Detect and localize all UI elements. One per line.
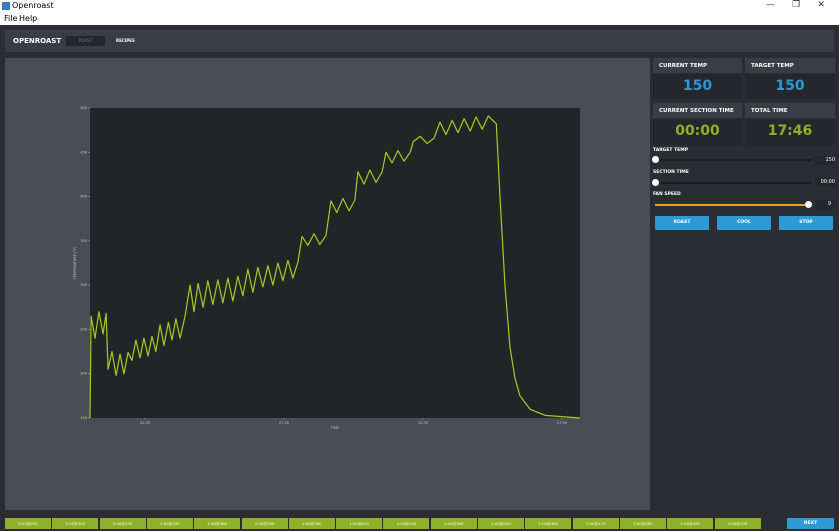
- window-title: Openroast: [12, 1, 54, 10]
- recipe-step[interactable]: 1:00@480: [619, 518, 666, 529]
- header-bar: [5, 30, 834, 52]
- slider-handle[interactable]: [652, 156, 659, 163]
- title-bar: [0, 0, 839, 25]
- window-controls[interactable]: — ❐ ✕: [766, 0, 825, 10]
- temperature-line: [89, 115, 581, 419]
- readout-value: 150: [653, 74, 742, 99]
- recipe-step[interactable]: 1:00@390: [430, 518, 477, 529]
- y-axis-label: TEMPERATURE (°F): [73, 246, 77, 281]
- slider-value: 9: [815, 200, 835, 209]
- slider-label: TARGET TEMP: [653, 148, 688, 153]
- x-tick-label: 17:30: [557, 421, 567, 425]
- recipe-step[interactable]: 1:00@490: [667, 518, 714, 529]
- readout-label: CURRENT SECTION TIME: [653, 103, 742, 118]
- readout-label: CURRENT TEMP: [653, 58, 742, 73]
- slider-value: 150: [815, 156, 835, 165]
- slider-handle[interactable]: [805, 201, 812, 208]
- recipe-step[interactable]: 1:00@470: [572, 518, 619, 529]
- y-tick-label: 350: [80, 239, 87, 243]
- y-tick-label: 450: [80, 150, 87, 154]
- recipe-steps: 0:20@250 1:00@300 1:00@330 1:00@340 1:00@380…: [0, 518, 839, 531]
- x-axis-label: TIME: [330, 426, 339, 430]
- recipe-step[interactable]: 1:00@340: [146, 518, 193, 529]
- y-tick-label: 400: [80, 195, 87, 199]
- x-tick-label: 07:30: [279, 421, 289, 425]
- menu-item[interactable]: Help: [19, 14, 38, 23]
- stop-button[interactable]: STOP: [779, 216, 833, 230]
- y-tick-label: 500: [80, 106, 87, 110]
- recipe-step[interactable]: 1:00@460: [525, 518, 572, 529]
- slider-track[interactable]: [655, 182, 812, 184]
- cool-button[interactable]: COOL: [717, 216, 771, 230]
- recipe-step[interactable]: 1:00@380: [194, 518, 241, 529]
- app-name: OPENROAST: [13, 37, 62, 45]
- recipe-step[interactable]: 1:00@380: [288, 518, 335, 529]
- slider-label: FAN SPEED: [653, 192, 681, 197]
- readout-value: 17:46: [745, 119, 835, 145]
- y-tick-label: 300: [80, 283, 87, 287]
- y-tick-label: 200: [80, 372, 87, 376]
- roast-button[interactable]: ROAST: [655, 216, 709, 230]
- tab[interactable]: RECIPES: [116, 38, 135, 43]
- slider-value: 00:00: [815, 178, 835, 187]
- slider-handle[interactable]: [652, 179, 659, 186]
- recipe-step[interactable]: 1:00@390: [241, 518, 288, 529]
- next-button[interactable]: NEXT: [787, 518, 834, 529]
- slider-label: SECTION TIME: [653, 170, 689, 175]
- slider-track[interactable]: [655, 159, 812, 161]
- readout-value: 150: [745, 74, 835, 99]
- readout-label: TOTAL TIME: [745, 103, 835, 118]
- readout-label: TARGET TEMP: [745, 58, 835, 73]
- recipe-step[interactable]: 1:00@300: [52, 518, 99, 529]
- menu-item[interactable]: File: [4, 14, 18, 23]
- slider-track[interactable]: [655, 204, 810, 206]
- recipe-step[interactable]: 2:00@100: [714, 518, 761, 529]
- y-tick-label: 150: [80, 416, 87, 420]
- recipe-step[interactable]: 1:00@410: [336, 518, 383, 529]
- recipe-step[interactable]: 0:20@250: [5, 518, 51, 529]
- x-tick-label: 02:30: [140, 421, 150, 425]
- app-icon: [2, 2, 10, 10]
- x-tick-label: 12:30: [418, 421, 428, 425]
- recipe-step[interactable]: 1:00@420: [478, 518, 524, 529]
- recipe-step[interactable]: 1:00@330: [99, 518, 146, 529]
- recipe-step[interactable]: 1:00@430: [383, 518, 430, 529]
- readout-value: 00:00: [653, 119, 742, 145]
- plot-area: [90, 108, 580, 418]
- y-tick-label: 250: [80, 327, 87, 331]
- chart: TIME TEMPERATURE (°F) 150 200 250 300 350 400…: [5, 58, 650, 510]
- tab[interactable]: ROAST: [66, 36, 105, 46]
